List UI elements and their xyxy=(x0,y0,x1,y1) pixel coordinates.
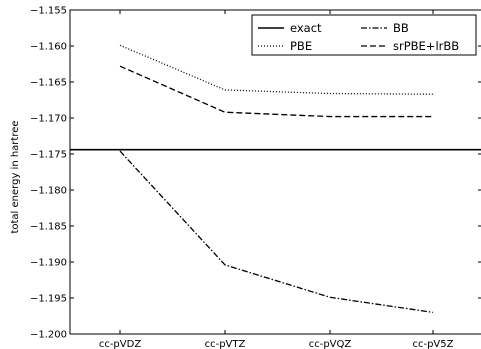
legend-label: srPBE+lrBB xyxy=(393,39,459,53)
x-tick-label: cc-pVTZ xyxy=(205,339,246,349)
y-tick-label: −1.170 xyxy=(30,114,67,125)
legend-label: PBE xyxy=(290,39,312,53)
x-tick-label: cc-pVQZ xyxy=(309,339,352,349)
y-tick-label: −1.165 xyxy=(30,78,67,89)
y-axis-label: total energy in hartree xyxy=(10,120,21,233)
y-tick-label: −1.185 xyxy=(30,222,67,233)
series-line-pbe xyxy=(119,44,434,95)
x-tick-label: cc-pVDZ xyxy=(99,339,141,349)
y-tick-label: −1.175 xyxy=(30,150,67,161)
plot-area xyxy=(70,44,481,314)
y-tick-label: −1.155 xyxy=(30,6,67,17)
legend-box xyxy=(251,14,477,56)
tick-group: −1.155 −1.160 −1.165 −1.170 −1.175 −1.180 −1.1… xyxy=(30,6,481,349)
plot-frame xyxy=(69,9,481,335)
y-tick-label: −1.180 xyxy=(30,186,67,197)
legend-label: exact xyxy=(290,21,322,35)
y-tick-label: −1.200 xyxy=(30,330,67,341)
y-tick-label: −1.160 xyxy=(30,42,67,53)
series-line-bb xyxy=(119,150,434,314)
legend: exact PBE BB srPBE+lrBB xyxy=(251,14,477,56)
y-tick-label: −1.195 xyxy=(30,294,67,305)
x-tick-label: cc-pV5Z xyxy=(412,339,453,349)
y-tick-label: −1.190 xyxy=(30,258,67,269)
legend-label: BB xyxy=(393,21,409,35)
series-line-srpbe-lrbb xyxy=(119,65,433,118)
